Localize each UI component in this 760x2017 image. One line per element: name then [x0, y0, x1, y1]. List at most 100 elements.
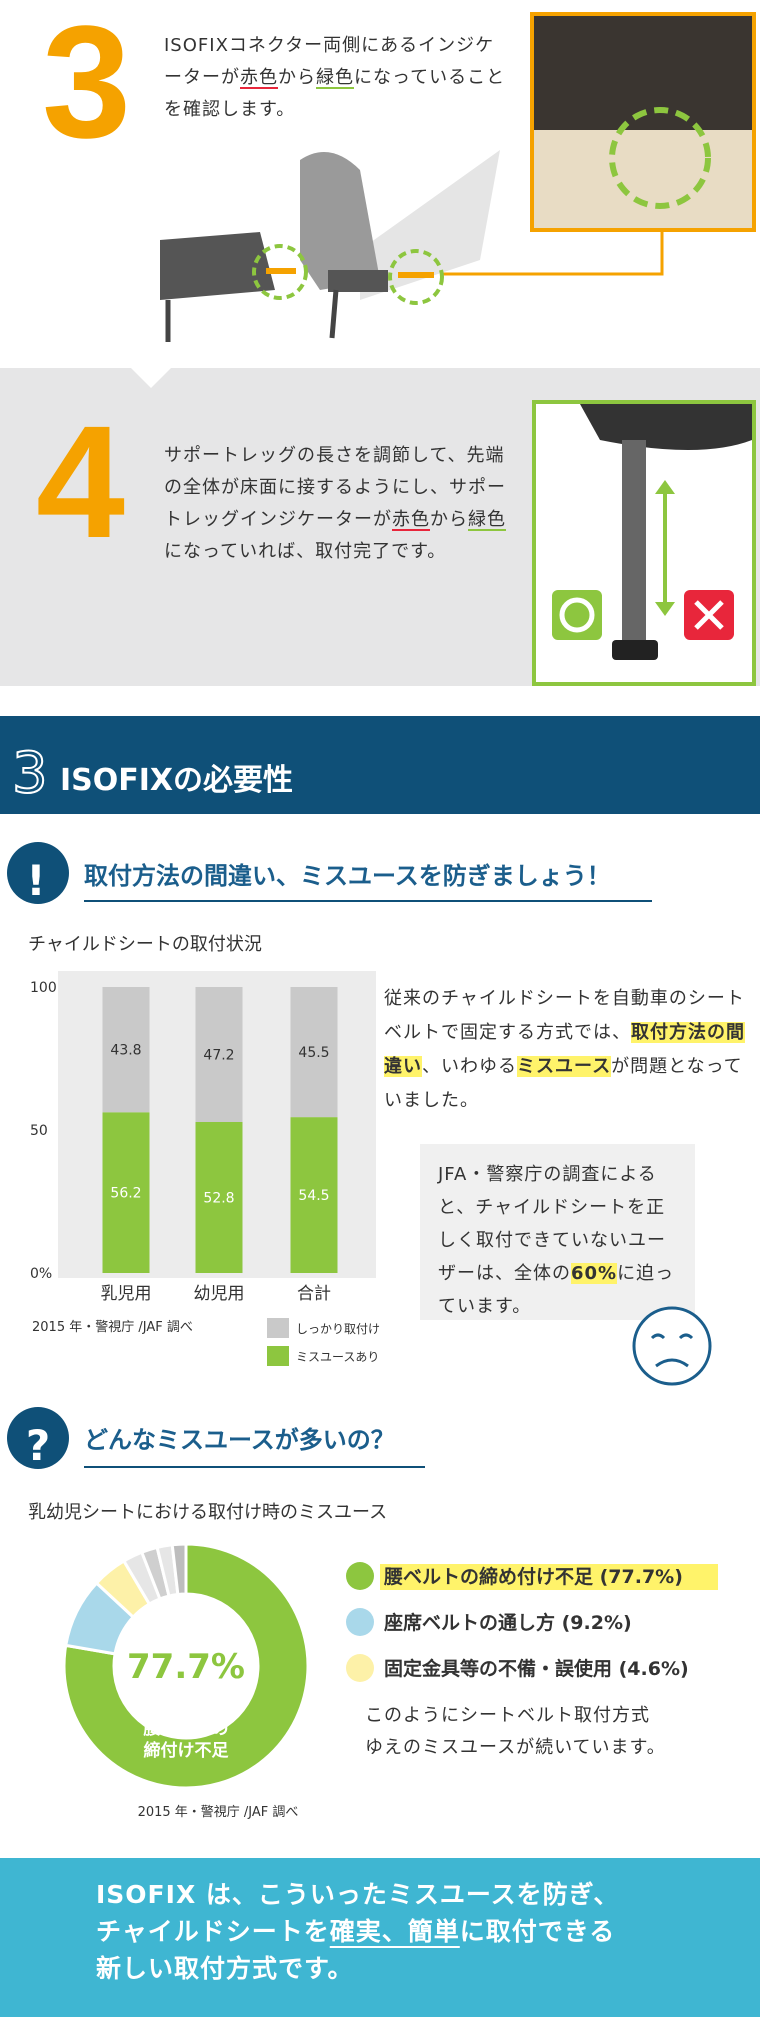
bar-segment	[102, 1112, 150, 1273]
text: 従来のチャイルドシートを自動車のシートベルトで固定する方式では、	[384, 988, 745, 1043]
note: このようにシートベルト取付方式 ゆえのミスユースが続いています。	[365, 1700, 745, 1764]
text-green: 緑色	[316, 67, 354, 88]
segment-label: 締付け不足	[144, 1740, 229, 1761]
chart-title: 乳幼児シートにおける取付け時のミスユース	[28, 1502, 387, 1523]
heading-icon: ?	[26, 1421, 50, 1470]
bar-segment	[290, 987, 338, 1118]
line: チャイルドシートを確実、簡単に取付できる	[96, 1913, 736, 1950]
heading-icon-bg	[7, 842, 69, 904]
bar-value-label: 56.2	[110, 1186, 141, 1202]
step-number: 3	[42, 0, 131, 171]
text: ゆえのミスユースが続いています。	[365, 1737, 666, 1758]
text: ISOFIX は、こういったミスユースを防ぎ、	[96, 1880, 620, 1909]
heading-icon-bg	[7, 1407, 69, 1469]
indicator	[398, 272, 434, 278]
seat-bottom	[580, 404, 752, 450]
photo-seat	[534, 130, 752, 228]
bar-segment	[195, 1121, 243, 1273]
text: ISOFIXコネクター両側にあるインジケーターが	[164, 35, 495, 88]
bar-value-label: 45.5	[298, 1045, 329, 1061]
bar-value-label: 54.5	[298, 1188, 329, 1204]
heading-title: 取付方法の間違い、ミスユースを防ぎましょう！	[84, 862, 611, 890]
legend-swatch	[346, 1608, 374, 1636]
y-tick-label: 100	[30, 980, 57, 996]
legend-label: 座席ベルトの通し方 (9.2%)	[384, 1611, 632, 1634]
sad-face-features	[650, 1333, 694, 1368]
legend-highlight	[380, 1564, 718, 1590]
base-unit	[160, 232, 275, 300]
text: 新しい取付方式です。	[96, 1954, 354, 1983]
legend-label: 腰ベルトの締め付け不足 (77.7%)	[383, 1565, 683, 1588]
section-number: 3	[12, 741, 48, 806]
donut-segment	[170, 1542, 188, 1597]
text: が問題となっていました。	[384, 1056, 743, 1111]
legend-swatch	[267, 1318, 289, 1338]
text: 、いわゆる	[422, 1056, 517, 1077]
highlight-circle	[609, 107, 711, 209]
y-tick-label: 50	[30, 1123, 48, 1139]
center-label: 77.7%	[127, 1647, 245, 1687]
legend-swatch	[346, 1654, 374, 1682]
leg-foot	[612, 640, 658, 660]
chart-source: 2015 年・警視庁 /JAF 調べ	[32, 1319, 193, 1335]
indicator	[266, 268, 296, 274]
ok-mark	[559, 597, 595, 633]
arrow-head	[655, 480, 675, 494]
banner-text: ISOFIX は、こういったミスユースを防ぎ、 チャイルドシートを確実、簡単に取…	[96, 1876, 736, 1987]
text-green: 緑色	[468, 509, 506, 530]
notch	[131, 368, 171, 388]
bar-value-label: 52.8	[203, 1190, 234, 1206]
text-red: 赤色	[240, 67, 278, 88]
x-tick-label: 合計	[297, 1284, 331, 1304]
bar-value-label: 47.2	[203, 1047, 234, 1063]
sad-face	[632, 1306, 712, 1386]
legend-label: 固定金具等の不備・誤使用 (4.6%)	[384, 1657, 689, 1680]
text: から	[430, 509, 468, 530]
text: このようにシートベルト取付方式	[365, 1705, 650, 1726]
text: から	[278, 67, 316, 88]
x-tick-label: 乳児用	[101, 1284, 152, 1304]
line: 新しい取付方式です。	[96, 1950, 736, 1987]
bottom-banner	[0, 1858, 760, 2017]
callout-text: JFA・警察庁の調査によると、チャイルドシートを正しく取付できていないユーザーは…	[438, 1158, 683, 1323]
text-highlight: ミスユース	[517, 1056, 612, 1077]
legend-swatch	[346, 1562, 374, 1590]
support-leg	[622, 440, 646, 650]
text: JFA・警察庁の調査によると、チャイルドシートを正しく取付できていないユーザーは…	[438, 1164, 666, 1284]
chart-title: チャイルドシートの取付状況	[28, 934, 262, 955]
step-text: ISOFIXコネクター両側にあるインジケーターが赤色から緑色になっていることを確…	[164, 30, 509, 126]
bar-value-label: 43.8	[110, 1043, 141, 1059]
section-title: ISOFIXの必要性	[60, 763, 293, 798]
text: に迫っています。	[438, 1263, 675, 1317]
callout-box	[420, 1144, 695, 1320]
bar-segment	[102, 987, 150, 1113]
legend-swatch	[267, 1346, 289, 1366]
donut-segment	[62, 1542, 310, 1790]
child-seat	[300, 152, 380, 290]
highlight-circle	[252, 244, 308, 300]
heading-icon: !	[26, 856, 45, 905]
highlight-circle	[388, 249, 444, 305]
heading-title: どんなミスユースが多いの？	[84, 1426, 395, 1454]
support-leg	[329, 289, 339, 339]
arrow-head	[655, 602, 675, 616]
text: サポートレッグの長さを調節して、先端の全体が床面に接するようにし、サポートレッグ…	[164, 445, 506, 530]
text: になっていれば、取付完了です。	[164, 541, 447, 562]
step-text: サポートレッグの長さを調節して、先端の全体が床面に接するようにし、サポートレッグ…	[164, 440, 509, 568]
y-tick-label: 0%	[30, 1266, 52, 1282]
legend-label: しっかり取付け	[296, 1322, 380, 1336]
step-number: 4	[36, 392, 125, 571]
text: になっていることを確認します。	[164, 67, 506, 120]
bar-segment	[195, 987, 243, 1122]
text: に取付できる	[459, 1917, 616, 1946]
line: ISOFIX は、こういったミスユースを防ぎ、	[96, 1876, 736, 1913]
x-tick-label: 幼児用	[194, 1284, 245, 1304]
ng-mark	[694, 600, 724, 630]
paragraph: 従来のチャイルドシートを自動車のシートベルトで固定する方式では、取付方法の間違い…	[384, 982, 754, 1118]
connector-line	[440, 230, 664, 276]
text: チャイルドシートを	[96, 1917, 330, 1946]
section-banner	[0, 716, 760, 814]
ok-icon	[552, 590, 602, 640]
